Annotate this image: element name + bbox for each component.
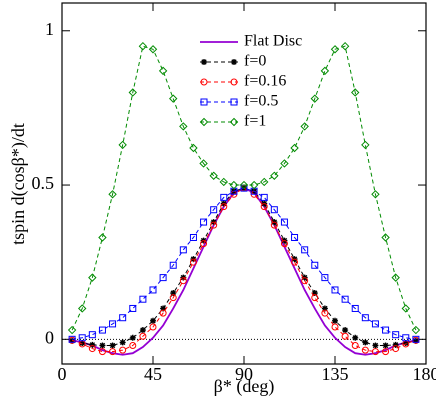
marker [352,342,358,348]
y-tick-label: 1 [45,19,54,39]
legend-label: Flat Disc [244,33,302,50]
legend-label: f=1 [244,113,266,130]
legend-label: f=0.5 [244,93,278,110]
marker [160,67,167,74]
marker [231,59,237,65]
marker [130,335,136,341]
y-tick-label: 0.5 [32,173,55,193]
series-line [72,188,416,355]
marker [342,327,348,333]
y-axis-label: tspin d(cosβ*)/dt [8,123,29,245]
marker [150,318,156,324]
marker [110,342,116,348]
marker [201,59,207,65]
series-line [72,188,416,345]
marker [352,335,358,341]
legend-label: f=0.16 [244,73,286,90]
x-tick-label: 180 [413,364,436,384]
marker [383,327,389,333]
marker [190,145,197,152]
x-tick-label: 90 [235,364,253,384]
marker [372,342,378,348]
marker [332,324,338,330]
marker [99,234,106,241]
y-tick-label: 0 [45,327,54,347]
series-line [72,188,416,352]
marker [362,339,368,345]
marker [321,67,328,74]
x-tick-label: 135 [322,364,349,384]
marker [291,145,298,152]
legend-label: f=0 [244,53,266,70]
x-tick-label: 45 [144,364,162,384]
marker [332,318,338,324]
marker [89,332,95,338]
marker [139,43,146,50]
x-tick-label: 0 [58,364,67,384]
marker [383,342,389,348]
marker [140,327,146,333]
marker [342,333,348,339]
series-line [72,188,416,339]
marker [99,342,105,348]
marker [120,339,126,345]
